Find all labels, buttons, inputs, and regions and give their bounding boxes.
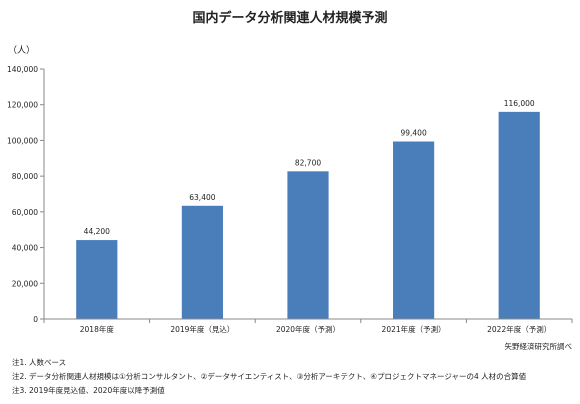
bars: 44,200 63,400 82,700 99,400 116,000 [76, 99, 540, 319]
y-axis: 0 20,000 40,000 60,000 80,000 100,000 120,000 1… [7, 65, 45, 324]
note-2: 注2. データ分析関連人材規模は①分析コンサルタント、②データサイエンティスト、… [12, 371, 527, 381]
x-tick-label: 2021年度（予測） [382, 324, 446, 334]
y-tick-label: 60,000 [12, 208, 38, 217]
y-tick-label: 20,000 [12, 279, 38, 288]
note-1: 注1. 人数ベース [12, 357, 66, 367]
x-tick-label: 2022年度（予測） [487, 324, 551, 334]
y-unit-label: （人） [8, 45, 35, 56]
bar [287, 171, 329, 319]
x-axis: 2018年度 2019年度（見込） 2020年度（予測） 2021年度（予測） 2022… [43, 318, 573, 334]
data-label: 44,200 [84, 227, 110, 236]
x-tick-label: 2019年度（見込） [170, 324, 234, 334]
notes: 注1. 人数ベース 注2. データ分析関連人材規模は①分析コンサルタント、②デー… [12, 357, 527, 395]
source-label: 矢野経済研究所調べ [505, 341, 573, 351]
bar [181, 205, 223, 319]
data-label: 116,000 [504, 99, 535, 108]
bar [76, 240, 118, 319]
y-tick-label: 0 [33, 315, 38, 324]
y-tick-label: 140,000 [7, 65, 38, 74]
y-tick-label: 80,000 [12, 172, 38, 181]
bar [498, 111, 540, 319]
data-label: 63,400 [189, 193, 215, 202]
data-label: 99,400 [400, 129, 426, 138]
note-3: 注3. 2019年度見込値、2020年度以降予測値 [12, 385, 165, 395]
y-tick-label: 40,000 [12, 244, 38, 253]
chart-title: 国内データ分析関連人材規模予測 [192, 10, 387, 26]
y-tick-label: 120,000 [7, 101, 38, 110]
y-tick-label: 100,000 [7, 136, 38, 145]
data-label: 82,700 [295, 158, 321, 167]
x-tick-label: 2018年度 [80, 324, 115, 334]
x-tick-label: 2020年度（予測） [276, 324, 340, 334]
bar [393, 141, 435, 319]
